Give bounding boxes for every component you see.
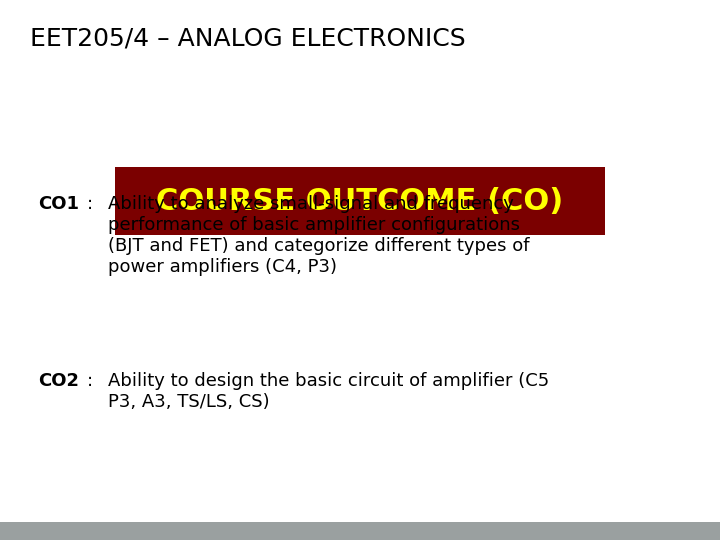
Text: CO1: CO1 bbox=[38, 195, 79, 213]
Text: :: : bbox=[87, 372, 99, 390]
Text: CO2: CO2 bbox=[38, 372, 79, 390]
Text: Ability to analyze small-signal and frequency: Ability to analyze small-signal and freq… bbox=[108, 195, 514, 213]
Text: :: : bbox=[87, 195, 99, 213]
Text: power amplifiers (C4, P3): power amplifiers (C4, P3) bbox=[108, 258, 337, 276]
FancyBboxPatch shape bbox=[0, 522, 720, 540]
Text: EET205/4 – ANALOG ELECTRONICS: EET205/4 – ANALOG ELECTRONICS bbox=[30, 26, 466, 50]
Text: (BJT and FET) and categorize different types of: (BJT and FET) and categorize different t… bbox=[108, 237, 529, 255]
FancyBboxPatch shape bbox=[115, 167, 605, 235]
Text: COURSE OUTCOME (CO): COURSE OUTCOME (CO) bbox=[156, 186, 564, 215]
Text: P3, A3, TS/LS, CS): P3, A3, TS/LS, CS) bbox=[108, 393, 269, 411]
Text: Ability to design the basic circuit of amplifier (C5: Ability to design the basic circuit of a… bbox=[108, 372, 549, 390]
Text: performance of basic amplifier configurations: performance of basic amplifier configura… bbox=[108, 216, 520, 234]
